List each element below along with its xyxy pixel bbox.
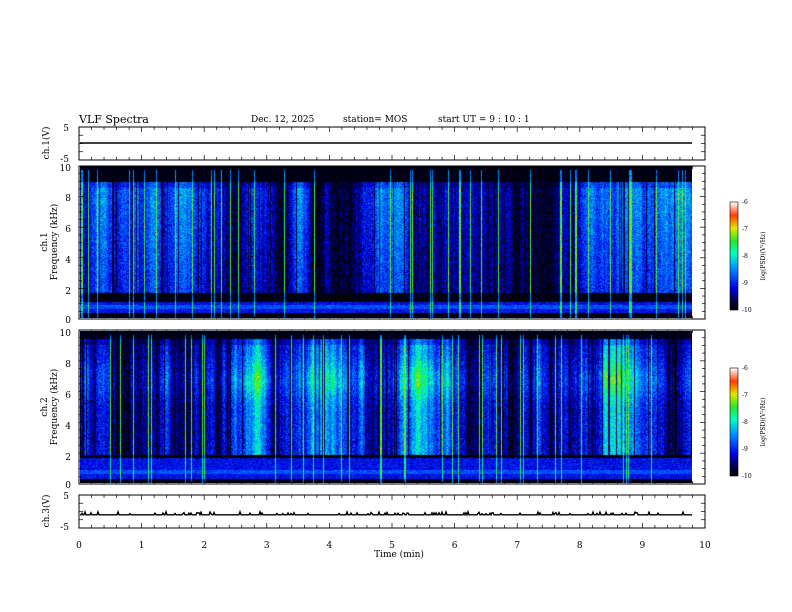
ch1-channel-label: ch.1 — [40, 232, 50, 251]
x-tick-label-7: 7 — [514, 541, 520, 551]
ch1-freq-tick-6: 6 — [65, 225, 71, 235]
ch1-freq-tick-10: 10 — [60, 164, 72, 174]
ch2-channel-label: ch.2 — [40, 397, 50, 416]
x-tick-label-2: 2 — [201, 541, 207, 551]
colorbar-tick-label: -10 — [742, 307, 752, 314]
ch3-voltage-ylabel: ch.3(V) — [41, 495, 52, 528]
ch1-spectrogram-frame — [78, 165, 706, 320]
x-tick-label-9: 9 — [640, 541, 646, 551]
colorbar-tick-label: -8 — [742, 253, 748, 260]
ch1-freq-ylabel: Frequency (kHz) — [49, 204, 60, 281]
ch1-ytick-top: 5 — [63, 124, 69, 134]
ch2-spectrogram-frame — [78, 329, 706, 485]
ch1-freq-tick-2: 2 — [65, 287, 71, 297]
ch1-freq-tick-8: 8 — [65, 194, 71, 204]
station-label: station= MOS — [343, 115, 408, 125]
x-tick-label-1: 1 — [139, 541, 145, 551]
colorbar-tick-label: -9 — [742, 280, 748, 287]
ch1-ytick-bottom: -5 — [60, 155, 69, 165]
ch2-spectrogram-image — [80, 331, 692, 483]
ch2-colorbar-label: log(PSD)(V²/Hz) — [760, 398, 767, 447]
x-tick-label-4: 4 — [327, 541, 333, 551]
ch3-voltage-trace — [80, 509, 692, 517]
start-ut-label: start UT = 9 : 10 : 1 — [438, 115, 530, 125]
ch1-colorbar-label: log(PSD)(V²/Hz) — [760, 232, 767, 281]
x-axis-label: Time (min) — [374, 549, 424, 560]
ch2-freq-ylabel: Frequency (kHz) — [49, 369, 60, 446]
ch2-freq-tick-4: 4 — [65, 422, 71, 432]
ch1-colorbar-frame — [729, 201, 739, 311]
ch2-freq-tick-10: 10 — [60, 329, 72, 339]
ch1-voltage-ylabel: ch.1(V) — [41, 127, 52, 160]
x-tick-label-10: 10 — [699, 541, 711, 551]
ch2-colorbar-frame — [729, 367, 739, 477]
colorbar-tick-label: -6 — [742, 365, 748, 372]
x-tick-label-6: 6 — [452, 541, 458, 551]
ch2-colorbar — [730, 368, 738, 476]
x-tick-label-0: 0 — [76, 541, 82, 551]
ch1-spectrogram-image — [80, 166, 692, 318]
colorbar-tick-label: -10 — [742, 473, 752, 480]
colorbar-tick-label: -7 — [742, 226, 748, 233]
ch3-ytick-bottom: -5 — [60, 523, 69, 533]
ch2-freq-tick-6: 6 — [65, 391, 71, 401]
ch1-colorbar — [730, 202, 738, 310]
x-tick-label-3: 3 — [264, 541, 270, 551]
colorbar-tick-label: -8 — [742, 419, 748, 426]
ch2-freq-tick-2: 2 — [65, 453, 71, 463]
x-tick-label-8: 8 — [577, 541, 583, 551]
colorbar-tick-label: -6 — [742, 199, 748, 206]
date-label: Dec. 12, 2025 — [251, 115, 315, 125]
ch2-freq-tick-8: 8 — [65, 360, 71, 370]
x-tick-label-5: 5 — [389, 541, 395, 551]
colorbar-tick-label: -7 — [742, 392, 748, 399]
ch1-freq-tick-4: 4 — [65, 256, 71, 266]
ch3-ytick-top: 5 — [63, 492, 69, 502]
chart-title: VLF Spectra — [79, 113, 149, 126]
ch1-freq-tick-0: 0 — [65, 316, 71, 326]
colorbar-tick-label: -9 — [742, 446, 748, 453]
ch2-freq-tick-0: 0 — [65, 481, 71, 491]
